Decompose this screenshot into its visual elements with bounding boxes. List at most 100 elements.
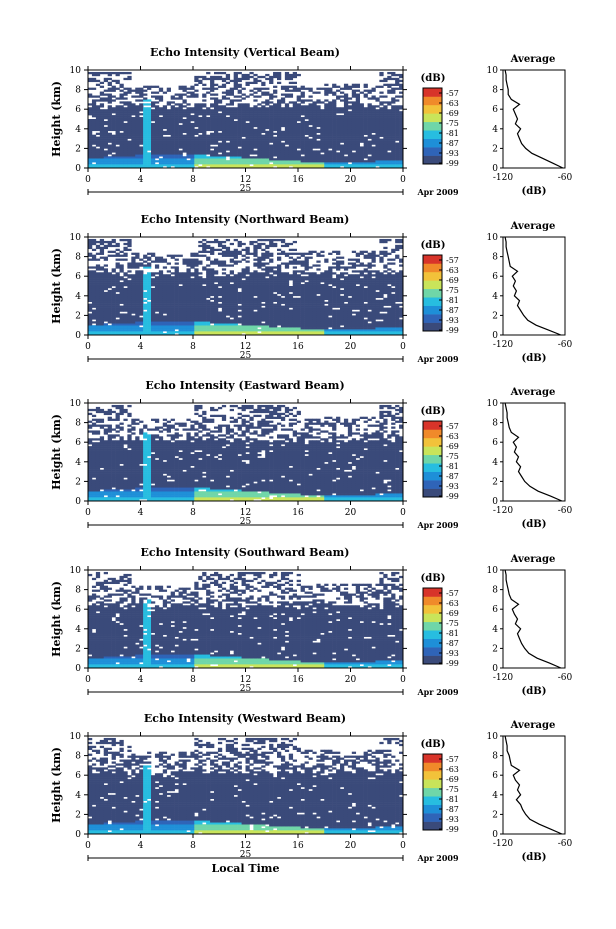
heatmap-cell: [194, 164, 199, 167]
heatmap-cell: [261, 142, 266, 145]
heatmap-cell: [387, 83, 392, 86]
heatmap-cell: [383, 132, 388, 135]
heatmap-cell: [178, 303, 183, 306]
heatmap-cell: [277, 103, 282, 106]
heatmap-cell: [399, 122, 404, 126]
heatmap-cell: [103, 309, 108, 312]
heatmap-cell: [316, 134, 321, 137]
heatmap-cell: [253, 130, 258, 134]
heatmap-cell: [351, 130, 357, 134]
heatmap-cell: [115, 146, 120, 149]
heatmap-cell: [288, 162, 294, 165]
heatmap-cell: [245, 329, 250, 332]
heatmap-cell: [249, 111, 254, 114]
heatmap-cell: [202, 289, 207, 293]
heatmap-cell: [261, 323, 266, 326]
heatmap-cell: [292, 142, 297, 145]
heatmap-cell: [308, 117, 313, 120]
heatmap-cell: [371, 95, 376, 98]
heatmap-cell: [269, 154, 274, 157]
heatmap-cell: [359, 91, 364, 94]
heatmap-cell: [387, 156, 392, 159]
heatmap-cell: [221, 254, 227, 257]
heatmap-cell: [269, 134, 274, 137]
heatmap-cell: [147, 258, 152, 261]
heatmap-cell: [225, 128, 231, 132]
heatmap-cell: [139, 117, 144, 120]
heatmap-cell: [135, 150, 140, 153]
heatmap-cell: [158, 303, 164, 306]
heatmap-cell: [210, 297, 215, 301]
heatmap-cell: [296, 132, 301, 135]
heatmap-cell: [277, 301, 282, 304]
heatmap-cell: [151, 124, 156, 128]
heatmap-cell: [347, 122, 353, 126]
heatmap-cell: [88, 242, 93, 246]
heatmap-cell: [202, 266, 207, 269]
heatmap-cell: [198, 299, 203, 302]
heatmap-cell: [99, 134, 105, 137]
heatmap-cell: [277, 146, 282, 149]
heatmap-cell: [245, 152, 250, 155]
heatmap-cell: [245, 301, 250, 304]
heatmap-cell: [186, 120, 191, 124]
heatmap-cell: [383, 122, 388, 126]
heatmap-cell: [186, 331, 191, 334]
heatmap-cell: [375, 156, 380, 159]
heatmap-cell: [91, 331, 97, 334]
heatmap-cell: [261, 264, 266, 267]
heatmap-cell: [194, 282, 199, 285]
heatmap-cell: [253, 248, 258, 252]
heatmap-cell: [88, 166, 93, 169]
heatmap-cell: [182, 278, 187, 281]
heatmap-cell: [186, 152, 191, 155]
heatmap-cell: [229, 329, 234, 332]
heatmap-cell: [194, 289, 199, 293]
heatmap-cell: [158, 321, 164, 324]
heatmap-cell: [115, 282, 120, 285]
heatmap-cell: [351, 105, 357, 108]
heatmap-cell: [143, 293, 148, 297]
heatmap-cell: [355, 166, 360, 169]
panel-title: Echo Intensity (Northward Beam): [141, 213, 350, 226]
heatmap-cell: [237, 313, 242, 316]
heatmap-cell: [225, 246, 231, 250]
heatmap-cell: [115, 327, 120, 330]
heatmap-cell: [324, 146, 329, 149]
heatmap-cell: [316, 146, 321, 149]
heatmap-cell: [249, 132, 254, 135]
heatmap-cell: [91, 77, 97, 81]
heatmap-cell: [257, 113, 262, 116]
heatmap-cell: [359, 150, 364, 153]
heatmap-cell: [336, 130, 341, 134]
heatmap-cell: [151, 115, 156, 118]
heatmap-cell: [288, 301, 294, 304]
heatmap-cell: [127, 101, 132, 104]
heatmap-cell: [198, 282, 203, 285]
heatmap-cell: [190, 331, 195, 334]
heatmap-cell: [186, 150, 191, 153]
heatmap-cell: [95, 107, 101, 110]
heatmap-cell: [119, 307, 124, 310]
heatmap-cell: [312, 130, 317, 134]
heatmap-cell: [214, 97, 219, 100]
heatmap-cell: [253, 79, 258, 83]
heatmap-cell: [147, 286, 152, 289]
heatmap-cell: [359, 130, 364, 134]
heatmap-cell: [284, 128, 290, 132]
heatmap-cell: [245, 154, 250, 157]
heatmap-cell: [351, 119, 357, 122]
heatmap-cell: [210, 142, 215, 145]
heatmap-cell: [95, 323, 101, 326]
heatmap-cell: [214, 315, 219, 318]
heatmap-cell: [88, 113, 93, 116]
heatmap-cell: [202, 87, 207, 90]
heatmap-cell: [269, 126, 274, 130]
heatmap-cell: [162, 156, 168, 159]
heatmap-cell: [194, 111, 199, 114]
heatmap-cell: [292, 297, 297, 301]
heatmap-cell: [237, 166, 242, 169]
heatmap-cell: [324, 152, 329, 155]
heatmap-cell: [154, 327, 160, 330]
heatmap-cell: [217, 113, 223, 116]
